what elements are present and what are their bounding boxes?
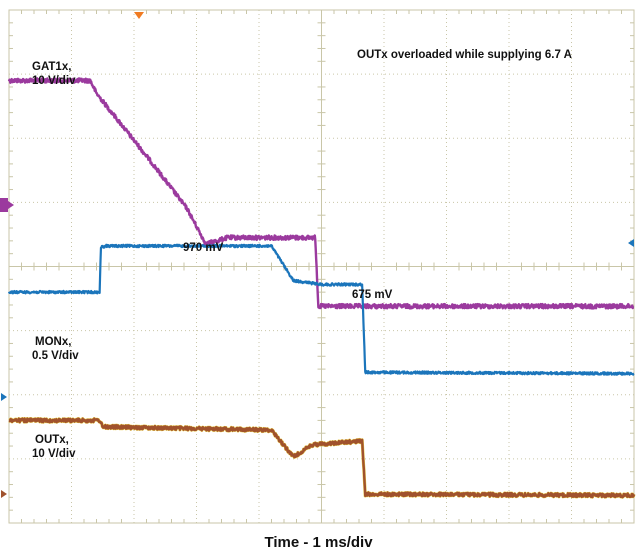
gate-ref-arrow — [8, 201, 14, 209]
channel-markers — [0, 12, 634, 498]
mon-high-annotation: 970 mV — [183, 242, 224, 254]
gate-ref-marker — [0, 198, 8, 212]
gate-channel-name: GAT1x, — [32, 61, 71, 73]
mon-channel-scale: 0.5 V/div — [32, 350, 79, 362]
graticule — [8, 9, 635, 524]
series-line-gat1x — [7, 77, 635, 310]
overload-annotation: OUTx overloaded while supplying 6.7 A — [357, 49, 572, 61]
mon-ref-marker — [1, 393, 7, 401]
out-channel-scale: 10 V/div — [32, 448, 76, 460]
trace-group — [7, 77, 636, 499]
series-line-outx — [8, 417, 636, 499]
x-axis-label: Time - 1 ms/div — [264, 534, 373, 551]
out-channel-name: OUTx, — [35, 434, 69, 446]
series-line-monx — [7, 243, 635, 376]
trigger-level-marker — [628, 239, 634, 247]
gate-channel-scale: 10 V/div — [32, 75, 76, 87]
trigger-marker — [134, 12, 144, 19]
out-ref-marker — [1, 490, 7, 498]
mon-mid-annotation: 675 mV — [352, 289, 393, 301]
mon-channel-name: MONx, — [35, 336, 71, 348]
